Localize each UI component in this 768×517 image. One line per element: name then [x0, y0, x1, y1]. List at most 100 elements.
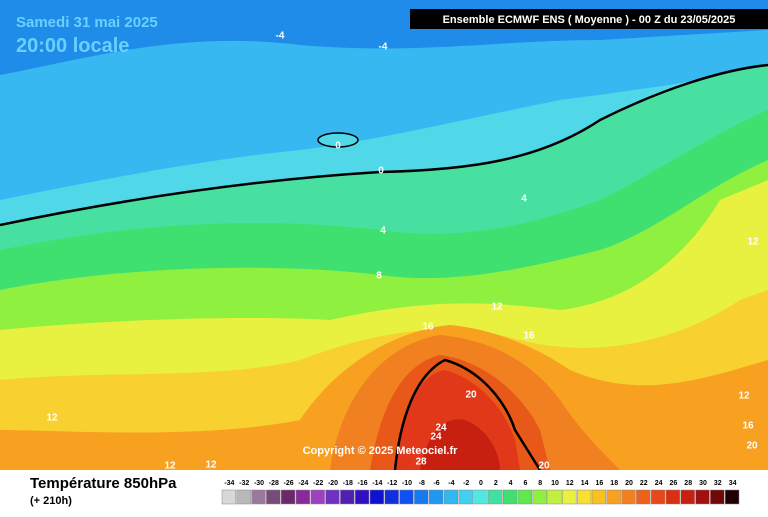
legend-swatch	[384, 489, 399, 505]
legend-label: 22	[640, 480, 648, 487]
contour-label: 12	[738, 391, 750, 402]
legend-swatch	[354, 489, 370, 505]
legend-label: -24	[298, 480, 308, 487]
legend-swatch	[236, 489, 251, 505]
legend-label: -6	[433, 480, 439, 487]
legend-label: -26	[284, 480, 294, 487]
legend-swatch	[280, 489, 296, 505]
legend-swatch	[695, 489, 710, 505]
copyright: Copyright © 2025 Meteociel.fr	[303, 445, 459, 457]
legend-swatch	[710, 489, 725, 505]
contour-label: 24	[435, 423, 447, 434]
contour-label: 16	[742, 421, 754, 432]
contour-label: 12	[747, 237, 759, 248]
legend-label: 32	[714, 480, 722, 487]
legend-label: -8	[419, 480, 425, 487]
legend-swatch	[325, 489, 340, 505]
legend-label: 24	[655, 480, 663, 487]
contour-label: 20	[465, 390, 477, 401]
legend-swatch	[266, 489, 281, 505]
legend-swatch	[369, 489, 385, 505]
header-box	[410, 9, 768, 29]
contour-label: 20	[538, 461, 550, 472]
footer-lead: (+ 210h)	[30, 495, 72, 507]
legend-swatch	[532, 489, 547, 505]
contour-label: 16	[422, 322, 434, 333]
legend-swatch	[428, 489, 444, 505]
legend-label: -14	[372, 480, 382, 487]
legend-label: 18	[610, 480, 618, 487]
legend-label: 34	[729, 480, 737, 487]
legend-label: 8	[538, 480, 542, 487]
legend-label: -2	[463, 480, 469, 487]
legend-swatch	[547, 489, 562, 505]
legend-swatch	[650, 489, 666, 505]
contour-label: 8	[376, 271, 382, 282]
contour-label: 28	[415, 457, 427, 468]
legend-swatch	[340, 489, 355, 505]
legend-swatch	[621, 489, 636, 505]
legend-swatch	[517, 489, 533, 505]
contour-label: 4	[380, 226, 386, 237]
legend-swatch	[724, 489, 740, 505]
legend-label: 2	[494, 480, 498, 487]
contour-label: 12	[46, 413, 58, 424]
contour-label: 12	[491, 302, 503, 313]
legend-swatch	[295, 489, 311, 505]
temperature-field	[0, 0, 768, 471]
contour-label: 0	[378, 166, 384, 177]
legend-label: 6	[523, 480, 527, 487]
legend-swatch	[502, 489, 518, 505]
legend: -34 -32 -30 -28 -26 -24 -22 -20 -18 -16 -14 -12 -10-…	[221, 480, 740, 505]
legend-swatch	[562, 489, 577, 505]
model-info: Ensemble ECMWF ENS ( Moyenne ) - 00 Z du…	[443, 14, 736, 26]
legend-swatch	[488, 489, 503, 505]
legend-label: 26	[670, 480, 678, 487]
legend-label: -18	[343, 480, 353, 487]
legend-label: -22	[313, 480, 323, 487]
legend-swatch	[443, 489, 459, 505]
legend-label: -32	[239, 480, 249, 487]
legend-label: 28	[684, 480, 692, 487]
legend-swatch	[221, 489, 237, 505]
legend-swatch	[399, 489, 414, 505]
legend-swatch	[310, 489, 325, 505]
legend-swatch	[636, 489, 651, 505]
legend-swatch	[665, 489, 681, 505]
legend-label: 0	[479, 480, 483, 487]
legend-label: 4	[509, 480, 513, 487]
contour-label: 0	[335, 141, 341, 152]
legend-label: -4	[448, 480, 454, 487]
legend-label: -28	[269, 480, 279, 487]
legend-label: 16	[596, 480, 604, 487]
legend-label: -16	[358, 480, 368, 487]
legend-swatch	[591, 489, 607, 505]
legend-label: -30	[254, 480, 264, 487]
legend-swatch	[576, 489, 592, 505]
legend-label: -12	[387, 480, 397, 487]
legend-label: 20	[625, 480, 633, 487]
contour-label: -4	[276, 31, 285, 42]
time: 20:00 locale	[16, 35, 129, 57]
legend-label: 14	[581, 480, 589, 487]
legend-label: 12	[566, 480, 574, 487]
legend-swatch	[680, 489, 695, 505]
legend-swatch	[606, 489, 621, 505]
contour-label: 12	[205, 460, 217, 471]
legend-label: -20	[328, 480, 338, 487]
legend-label: -10	[402, 480, 412, 487]
legend-swatch	[414, 489, 429, 505]
legend-swatch	[458, 489, 473, 505]
contour-label: 20	[746, 441, 758, 452]
contour-label: 12	[164, 461, 176, 472]
legend-swatch	[473, 489, 488, 505]
contour-label: 16	[523, 331, 535, 342]
legend-label: -34	[224, 480, 234, 487]
legend-swatch	[251, 489, 266, 505]
legend-label: 10	[551, 480, 559, 487]
contour-label: 4	[521, 194, 527, 205]
date: Samedi 31 mai 2025	[16, 14, 158, 31]
